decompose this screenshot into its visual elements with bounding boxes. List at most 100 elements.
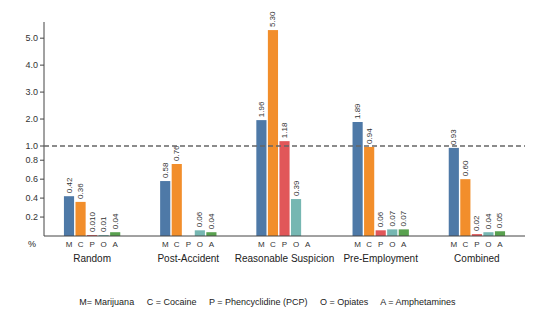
bar [291, 199, 301, 236]
series-name: C [270, 240, 276, 249]
chart: 1.961.895.301.181.02.03.04.05.00.420.580… [0, 0, 535, 315]
series-name: C [462, 240, 468, 249]
data-label: 0.04 [207, 213, 216, 229]
data-label: 0.60 [461, 160, 470, 176]
data-label: 0.02 [472, 215, 481, 231]
series-name: O [197, 240, 203, 249]
bar [256, 120, 266, 146]
tick-label: 0.8 [25, 155, 38, 165]
tick-label: 4.0 [25, 60, 38, 70]
data-label: 0.39 [292, 180, 301, 196]
bar [268, 30, 278, 146]
data-label: 0.01 [99, 216, 108, 232]
tick [40, 198, 44, 199]
series-name: M [258, 240, 265, 249]
series-name: M [162, 240, 169, 249]
bar [195, 230, 205, 236]
bar [364, 147, 374, 236]
category-label: Post-Accident [157, 253, 219, 264]
bar-continuation [353, 146, 363, 236]
series-name: A [113, 240, 119, 249]
series-name: O [101, 240, 107, 249]
series-name: A [401, 240, 407, 249]
data-label: 0.94 [365, 128, 374, 144]
bar [387, 229, 397, 236]
series-name: A [305, 240, 311, 249]
bar [206, 232, 216, 236]
data-label: 0.06 [195, 211, 204, 227]
tick [40, 65, 44, 66]
tick-label: 0.4 [25, 193, 38, 203]
plot-area [256, 30, 362, 146]
series-name: C [174, 240, 180, 249]
data-label: 0.42 [65, 177, 74, 193]
bar [483, 232, 493, 236]
data-label: 0.05 [495, 212, 504, 228]
x-labels: MMMMMCCCCCPPPPPOOOOOAAAAARandomPost-Acci… [66, 240, 504, 264]
data-label: 1.96 [257, 101, 266, 117]
tick [40, 92, 44, 93]
data-label: 0.36 [76, 183, 85, 199]
data-label: 0.07 [399, 210, 408, 226]
data-label: 0.93 [449, 129, 458, 145]
bar [399, 229, 409, 236]
y-label: % [28, 239, 36, 249]
data-labels: 0.420.580.930.360.760.940.600.0100.060.0… [65, 128, 505, 232]
data-label: 1.89 [353, 103, 362, 119]
bar [460, 179, 470, 236]
y-axis: 0.2 0.4 0.6 0.8 [25, 146, 44, 236]
category-label: Combined [454, 253, 500, 264]
bar [110, 232, 120, 236]
bar [449, 148, 459, 236]
x-axis-line [44, 236, 525, 237]
y-axis: 1.02.03.04.05.0 [25, 22, 44, 151]
series-name: O [293, 240, 299, 249]
data-label: 0.04 [111, 213, 120, 229]
category-label: Random [73, 253, 111, 264]
data-label: 0.04 [484, 213, 493, 229]
series-name: O [389, 240, 395, 249]
tick-label: 1.0 [25, 141, 38, 151]
tick [40, 179, 44, 180]
data-label: 5.30 [268, 11, 277, 27]
bar [75, 202, 85, 236]
tick [40, 38, 44, 39]
tick [40, 217, 44, 218]
series-name: C [78, 240, 84, 249]
data-label: 0.07 [388, 210, 397, 226]
series-name: M [450, 240, 457, 249]
series-name: A [497, 240, 503, 249]
data-label: 0.58 [161, 162, 170, 178]
bar [160, 181, 170, 236]
data-label: 1.18 [280, 122, 289, 138]
tick [40, 146, 44, 147]
series-name: M [66, 240, 73, 249]
data-label: 0.010 [88, 211, 97, 232]
series-name: P [89, 240, 94, 249]
series-name: C [366, 240, 372, 249]
axis-line [44, 146, 45, 236]
bar [353, 122, 363, 146]
tick-label: 5.0 [25, 33, 38, 43]
tick-label: 0.2 [25, 212, 38, 222]
tick-label: 0.6 [25, 174, 38, 184]
data-label: 0.06 [376, 211, 385, 227]
bar [495, 231, 505, 236]
bar [172, 164, 182, 236]
bar [64, 196, 74, 236]
annotation: M= Marijuana C = Cocaine P = Phencyclidi… [79, 297, 456, 307]
plot-area [64, 146, 505, 236]
data-label: 0.76 [172, 145, 181, 161]
bar-continuation [279, 146, 289, 236]
series-name: P [378, 240, 383, 249]
tick [40, 160, 44, 161]
tick [40, 119, 44, 120]
category-label: Reasonable Suspicion [235, 253, 335, 264]
axis-break [44, 145, 525, 147]
series-name: M [354, 240, 361, 249]
series-name: A [209, 240, 215, 249]
series-name: P [186, 240, 191, 249]
tick-label: 2.0 [25, 114, 38, 124]
category-label: Pre-Employment [343, 253, 418, 264]
bar-continuation [268, 146, 278, 236]
